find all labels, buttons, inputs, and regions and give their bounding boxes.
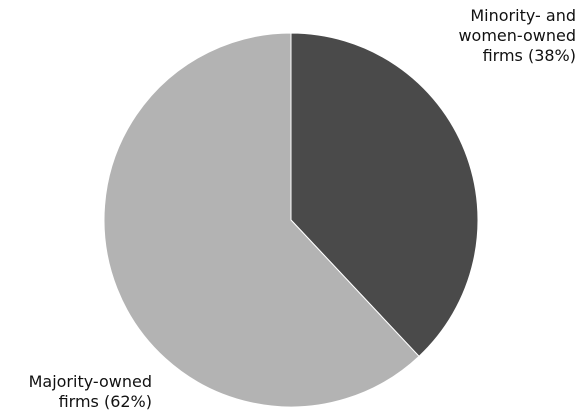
slice-label-line: firms (38%)	[482, 46, 576, 65]
slice-label-majority-owned: Majority-owned firms (62%)	[2, 372, 152, 412]
pie-slice-majority-owned	[103, 32, 420, 408]
slice-label-minority-women-owned: Minority- and women-owned firms (38%)	[404, 6, 576, 66]
pie-slice-minority-women-owned	[290, 32, 479, 358]
slice-label-line: firms (62%)	[58, 392, 152, 411]
slice-label-line: Majority-owned	[28, 372, 152, 391]
slice-label-line: Minority- and	[470, 6, 576, 25]
slice-label-line: women-owned	[458, 26, 576, 45]
